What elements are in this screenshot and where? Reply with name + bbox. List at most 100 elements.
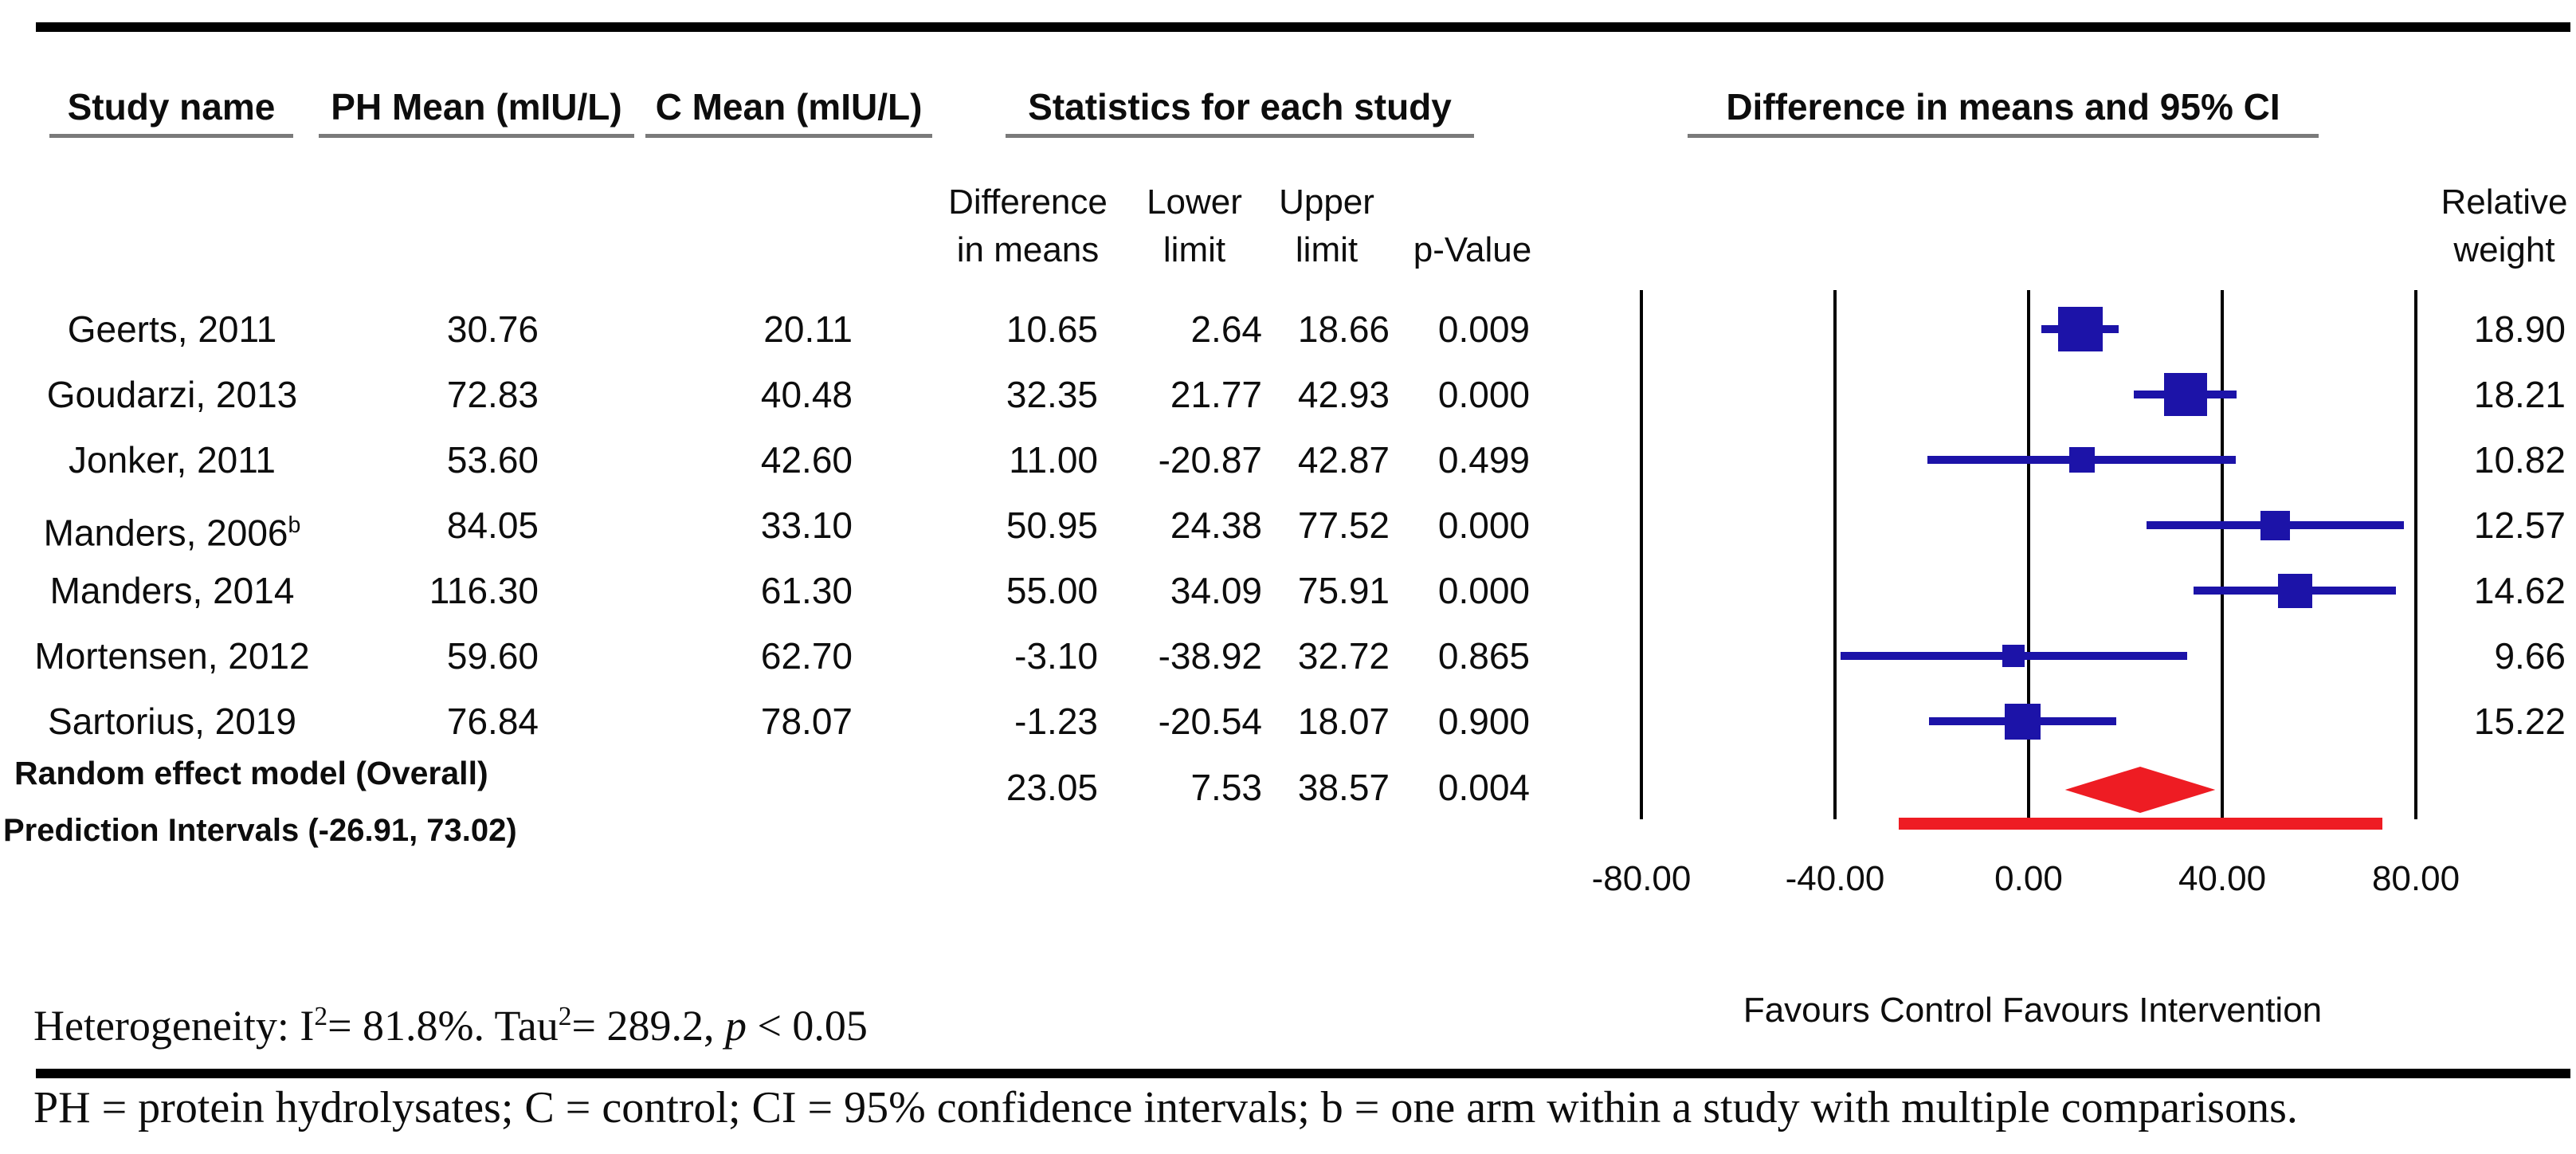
effect-square <box>2277 573 2312 608</box>
upper-limit-cell: 42.87 <box>1297 439 1390 481</box>
upper-limit-cell: 42.93 <box>1297 374 1390 415</box>
axis-tick-label: -40.00 <box>1785 859 1885 898</box>
subheader-weight-line1: Relative <box>2441 183 2568 222</box>
axis-gridline <box>1833 290 1837 819</box>
c-mean-cell: 62.70 <box>760 635 853 677</box>
lower-limit-cell: 34.09 <box>1170 570 1262 611</box>
relative-weight-cell: 9.66 <box>2494 635 2566 677</box>
heterogeneity-sup2: 2 <box>558 1002 572 1031</box>
favours-label: Favours Control Favours Intervention <box>1743 991 2323 1030</box>
p-value-cell: 0.865 <box>1437 635 1530 677</box>
c-mean-cell: 40.48 <box>760 374 853 415</box>
ph-mean-cell: 116.30 <box>429 570 539 611</box>
axis-gridline <box>1640 290 1643 819</box>
difference-cell: -3.10 <box>1014 635 1098 677</box>
c-mean-cell: 33.10 <box>760 504 853 546</box>
upper-limit-cell: 18.07 <box>1297 701 1390 742</box>
axis-tick-label: 0.00 <box>1994 859 2063 898</box>
overall-p-value-cell: 0.004 <box>1437 767 1530 808</box>
prediction-interval-label: Prediction Intervals (-26.91, 73.02) <box>3 813 517 848</box>
heterogeneity-p-symbol: p <box>724 1002 747 1050</box>
subheader-lower-line2: limit <box>1163 230 1226 269</box>
overall-difference-cell: 23.05 <box>1006 767 1098 808</box>
axis-tick-label: -80.00 <box>1591 859 1692 898</box>
upper-limit-cell: 32.72 <box>1297 635 1390 677</box>
subheader-p-value: p-Value <box>1413 230 1532 269</box>
axis-tick-label: 80.00 <box>2371 859 2460 898</box>
axis-gridline <box>2414 290 2417 819</box>
p-value-cell: 0.009 <box>1437 308 1530 350</box>
prediction-interval-bar <box>1898 818 2382 830</box>
relative-weight-cell: 18.21 <box>2473 374 2566 415</box>
axis-gridline <box>2027 290 2030 819</box>
p-value-cell: 0.000 <box>1437 504 1530 546</box>
heterogeneity-tail: = 289.2, <box>571 1002 725 1050</box>
ph-mean-cell: 30.76 <box>446 308 539 350</box>
relative-weight-cell: 15.22 <box>2473 701 2566 742</box>
column-header-difference-ci: Difference in means and 95% CI <box>1688 88 2319 138</box>
lower-limit-cell: 24.38 <box>1170 504 1262 546</box>
ph-mean-cell: 72.83 <box>446 374 539 415</box>
lower-limit-cell: -20.87 <box>1158 439 1262 481</box>
relative-weight-cell: 14.62 <box>2473 570 2566 611</box>
relative-weight-cell: 18.90 <box>2473 308 2566 350</box>
footnote: PH = protein hydrolysates; C = control; … <box>33 1083 2298 1132</box>
overall-upper-cell: 38.57 <box>1297 767 1390 808</box>
overall-diamond <box>2064 767 2216 813</box>
difference-cell: 10.65 <box>1006 308 1098 350</box>
axis-tick-label: 40.00 <box>2178 859 2267 898</box>
study-name-cell: Sartorius, 2019 <box>48 701 296 742</box>
subheader-lower-limit: Lower limit <box>1127 179 1262 274</box>
subheader-lower-line1: Lower <box>1147 183 1242 222</box>
heterogeneity-prefix: Heterogeneity: I <box>33 1002 315 1050</box>
effect-square <box>2057 307 2103 351</box>
effect-square <box>2260 510 2291 540</box>
overall-row-label: Random effect model (Overall) <box>14 755 488 791</box>
subheader-relative-weight: Relative weight <box>2422 179 2576 274</box>
effect-square <box>2002 645 2025 667</box>
column-header-study-name: Study name <box>49 88 293 138</box>
p-value-cell: 0.900 <box>1437 701 1530 742</box>
difference-cell: 50.95 <box>1006 504 1098 546</box>
ph-mean-cell: 59.60 <box>446 635 539 677</box>
ph-mean-cell: 53.60 <box>446 439 539 481</box>
upper-limit-cell: 75.91 <box>1297 570 1390 611</box>
study-name-cell: Manders, 2014 <box>49 570 295 611</box>
study-name-cell: Mortensen, 2012 <box>34 635 310 677</box>
difference-cell: 55.00 <box>1006 570 1098 611</box>
ph-mean-cell: 76.84 <box>446 701 539 742</box>
subheader-difference-line1: Difference <box>948 183 1108 222</box>
heterogeneity-note: Heterogeneity: I2= 81.8%. Tau2= 289.2, p… <box>33 991 868 1051</box>
heterogeneity-sup1: 2 <box>314 1002 328 1031</box>
lower-limit-cell: -38.92 <box>1158 635 1262 677</box>
top-rule <box>36 22 2570 32</box>
effect-square <box>2163 373 2207 416</box>
difference-cell: -1.23 <box>1014 701 1098 742</box>
study-name-cell: Goudarzi, 2013 <box>46 374 298 415</box>
p-value-cell: 0.000 <box>1437 570 1530 611</box>
study-name-cell: Manders, 2006b <box>43 512 301 554</box>
subheader-upper-limit: Upper limit <box>1259 179 1394 274</box>
difference-cell: 11.00 <box>1009 439 1098 481</box>
relative-weight-cell: 12.57 <box>2473 504 2566 546</box>
study-name-cell: Geerts, 2011 <box>67 308 277 350</box>
lower-limit-cell: -20.54 <box>1158 701 1262 742</box>
subheader-weight-line2: weight <box>2453 230 2555 269</box>
c-mean-cell: 78.07 <box>760 701 853 742</box>
subheader-upper-line1: Upper <box>1279 183 1374 222</box>
effect-square <box>2005 703 2041 740</box>
bottom-rule <box>36 1069 2570 1078</box>
study-name-cell: Jonker, 2011 <box>68 439 276 481</box>
upper-limit-cell: 18.66 <box>1297 308 1390 350</box>
column-header-ph-mean: PH Mean (mIU/L) <box>319 88 634 138</box>
study-name-superscript: b <box>288 512 301 538</box>
axis-gridline <box>2221 290 2224 819</box>
lower-limit-cell: 21.77 <box>1170 374 1262 415</box>
lower-limit-cell: 2.64 <box>1190 308 1262 350</box>
effect-square <box>2068 447 2095 473</box>
subheader-difference-line2: in means <box>956 230 1100 269</box>
heterogeneity-mid: = 81.8%. Tau <box>327 1002 559 1050</box>
subheader-difference-in-means: Difference in means <box>905 179 1151 274</box>
overall-lower-cell: 7.53 <box>1190 767 1262 808</box>
